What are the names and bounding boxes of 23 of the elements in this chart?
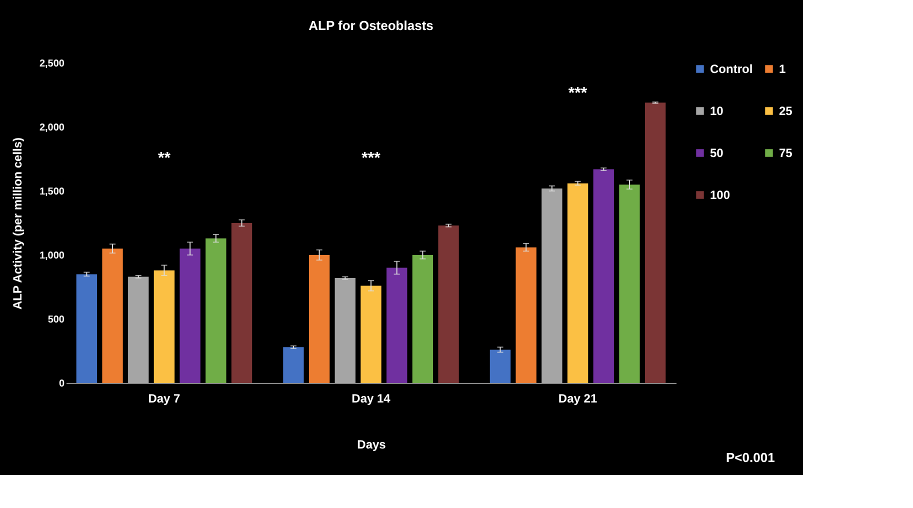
legend-label: 75 [779, 146, 793, 160]
y-tick-label: 500 [48, 314, 65, 326]
annotation: *** [362, 150, 382, 167]
legend-label: 1 [779, 62, 786, 76]
y-tick-label: 0 [58, 378, 65, 390]
legend-label: Control [710, 62, 753, 76]
y-tick-label: 2,500 [39, 58, 65, 70]
x-tick-label: Day 7 [148, 392, 181, 406]
x-tick-label: Day 21 [558, 392, 598, 406]
x-tick-label: Day 14 [352, 392, 391, 406]
y-tick-label: 1,000 [39, 250, 65, 262]
legend-label: 100 [710, 188, 730, 202]
legend-label: 10 [710, 104, 724, 118]
text: P<0.001 [726, 450, 775, 465]
annotation: *** [568, 85, 588, 102]
x-axis-title: Days [357, 438, 386, 452]
legend-label: 50 [710, 146, 724, 160]
y-axis-title: ALP Activity (per million cells) [10, 137, 24, 310]
y-tick-label: 1,500 [39, 186, 65, 198]
legend-label: 25 [779, 104, 793, 118]
chart-title: ALP for Osteoblasts [308, 18, 434, 33]
y-tick-label: 2,000 [39, 122, 65, 134]
annotation: ** [158, 150, 172, 167]
